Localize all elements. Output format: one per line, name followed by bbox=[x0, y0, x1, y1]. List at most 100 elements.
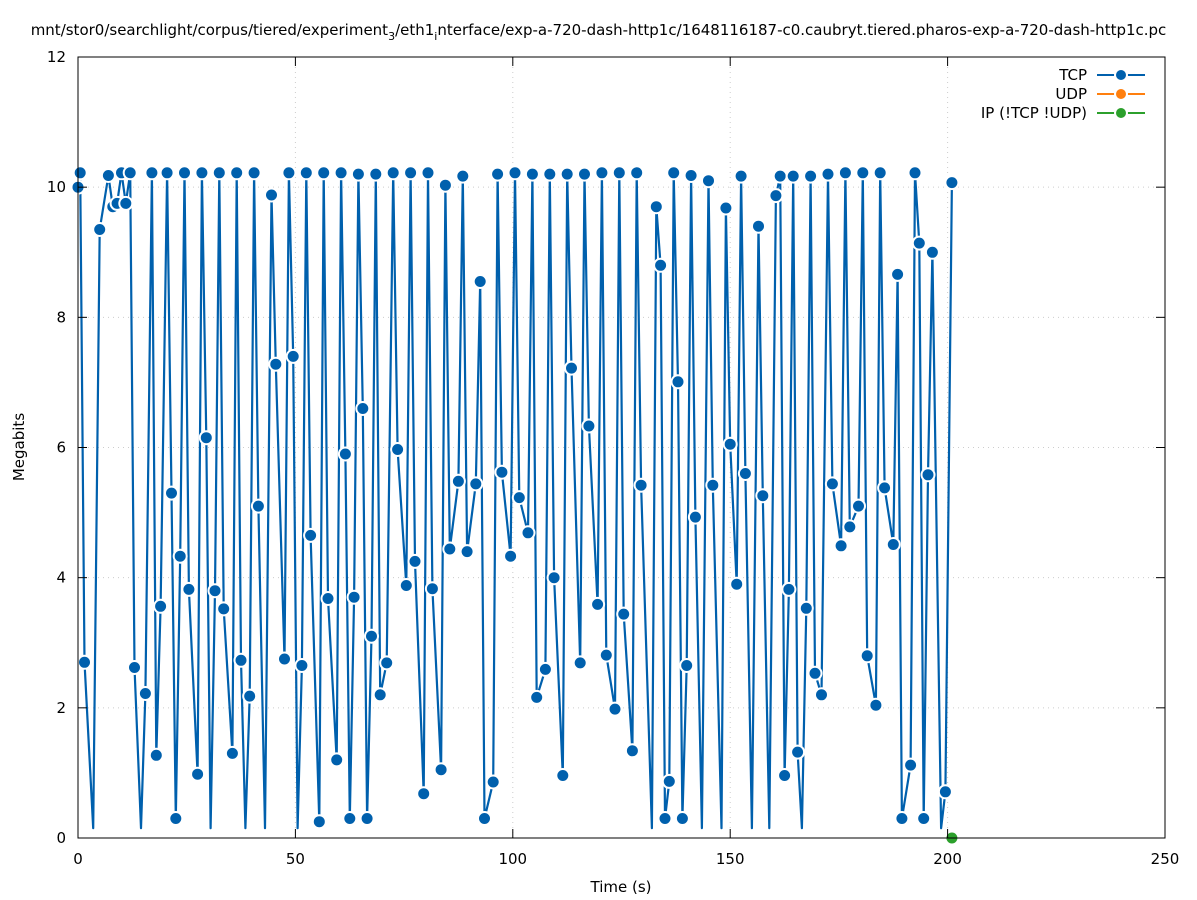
data-point bbox=[268, 356, 284, 372]
data-point bbox=[683, 168, 699, 183]
data-point bbox=[372, 687, 388, 703]
data-point bbox=[581, 418, 597, 434]
legend-label: TCP bbox=[1058, 66, 1087, 84]
title-part-4: i bbox=[434, 30, 437, 43]
data-point bbox=[781, 581, 797, 597]
data-point bbox=[524, 166, 540, 182]
data-point bbox=[337, 446, 353, 462]
data-point bbox=[164, 485, 179, 501]
data-point bbox=[572, 655, 588, 671]
data-point bbox=[450, 473, 466, 489]
data-point bbox=[385, 165, 401, 181]
y-tick-label: 2 bbox=[56, 699, 66, 717]
data-point bbox=[755, 488, 771, 504]
data-point bbox=[537, 661, 553, 677]
title-part-2: 3 bbox=[388, 30, 395, 43]
data-point bbox=[674, 811, 690, 826]
data-point bbox=[911, 235, 927, 251]
data-point bbox=[594, 165, 610, 181]
x-tick-label: 100 bbox=[498, 850, 527, 868]
plot-area bbox=[70, 165, 960, 846]
data-point bbox=[137, 686, 153, 701]
data-point bbox=[181, 581, 197, 597]
data-point bbox=[737, 466, 753, 481]
data-point bbox=[294, 658, 310, 673]
data-point bbox=[420, 165, 436, 181]
x-tick-label: 50 bbox=[286, 850, 305, 868]
data-point bbox=[890, 266, 906, 282]
data-point bbox=[311, 814, 327, 830]
data-point bbox=[320, 591, 336, 606]
data-point bbox=[772, 168, 788, 184]
data-point bbox=[729, 576, 745, 592]
data-point bbox=[701, 173, 716, 189]
data-point bbox=[437, 177, 453, 193]
axis-ticks: 0 50 100 150 200 250 0 2 4 6 8 10 12 bbox=[47, 48, 1179, 868]
data-point bbox=[390, 442, 406, 457]
data-point bbox=[768, 188, 784, 204]
data-point bbox=[633, 477, 649, 493]
data-point bbox=[281, 165, 297, 181]
data-point bbox=[285, 348, 301, 364]
data-point bbox=[842, 519, 858, 535]
data-point bbox=[416, 786, 432, 802]
data-point bbox=[359, 811, 375, 826]
data-point bbox=[303, 527, 319, 543]
x-tick-label: 200 bbox=[933, 850, 962, 868]
data-point bbox=[198, 430, 214, 446]
data-point bbox=[190, 766, 206, 782]
data-point bbox=[937, 784, 953, 800]
data-point bbox=[661, 773, 677, 789]
data-point bbox=[507, 165, 523, 181]
title-part-3: /eth1 bbox=[395, 21, 434, 39]
legend-marker bbox=[1114, 68, 1128, 82]
data-point bbox=[903, 757, 919, 773]
y-axis-label: Megabits bbox=[10, 413, 28, 481]
data-point bbox=[168, 811, 184, 826]
data-point bbox=[490, 166, 506, 182]
data-point bbox=[342, 811, 358, 826]
data-point bbox=[455, 168, 471, 184]
y-tick-label: 6 bbox=[56, 439, 66, 457]
y-tick-label: 8 bbox=[56, 308, 66, 326]
data-point bbox=[855, 165, 871, 181]
data-point bbox=[920, 467, 936, 483]
data-point bbox=[442, 541, 458, 557]
data-point bbox=[477, 811, 492, 826]
data-point bbox=[944, 175, 960, 191]
data-point bbox=[316, 165, 332, 181]
data-point bbox=[679, 658, 695, 673]
y-tick-label: 4 bbox=[56, 569, 66, 587]
data-point bbox=[555, 768, 571, 783]
data-point bbox=[153, 598, 169, 614]
data-point bbox=[833, 538, 849, 554]
data-point bbox=[485, 774, 501, 790]
data-point bbox=[648, 199, 664, 215]
data-point bbox=[177, 165, 192, 181]
data-point bbox=[751, 218, 766, 234]
data-point bbox=[329, 752, 345, 768]
data-point bbox=[459, 544, 475, 560]
data-point bbox=[233, 652, 249, 668]
data-point bbox=[364, 628, 379, 644]
data-point bbox=[72, 165, 88, 181]
data-point bbox=[211, 165, 227, 181]
data-point bbox=[851, 498, 866, 514]
data-point bbox=[511, 490, 527, 506]
data-point bbox=[194, 165, 210, 181]
data-point bbox=[207, 583, 223, 599]
data-point bbox=[877, 480, 893, 496]
data-point bbox=[564, 360, 579, 376]
data-point bbox=[148, 747, 164, 763]
data-point bbox=[246, 165, 262, 181]
data-point bbox=[907, 165, 923, 181]
data-point bbox=[264, 187, 279, 203]
data-point bbox=[611, 165, 627, 181]
data-point bbox=[172, 548, 188, 564]
data-point bbox=[837, 165, 853, 181]
y-tick-label: 10 bbox=[47, 178, 66, 196]
data-point bbox=[546, 570, 562, 586]
legend-label: UDP bbox=[1055, 85, 1087, 103]
